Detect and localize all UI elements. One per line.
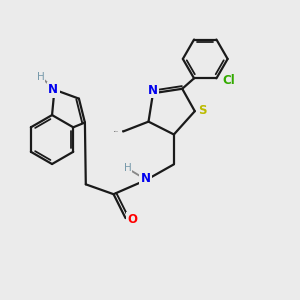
Text: methyl: methyl bbox=[122, 130, 127, 131]
Text: N: N bbox=[48, 83, 58, 96]
Text: Cl: Cl bbox=[222, 74, 235, 87]
Text: S: S bbox=[198, 104, 207, 117]
Text: H: H bbox=[124, 163, 131, 173]
Text: H: H bbox=[37, 71, 45, 82]
Text: N: N bbox=[147, 84, 158, 97]
Text: O: O bbox=[127, 213, 137, 226]
Text: N: N bbox=[141, 172, 151, 185]
Text: methyl: methyl bbox=[114, 131, 119, 132]
